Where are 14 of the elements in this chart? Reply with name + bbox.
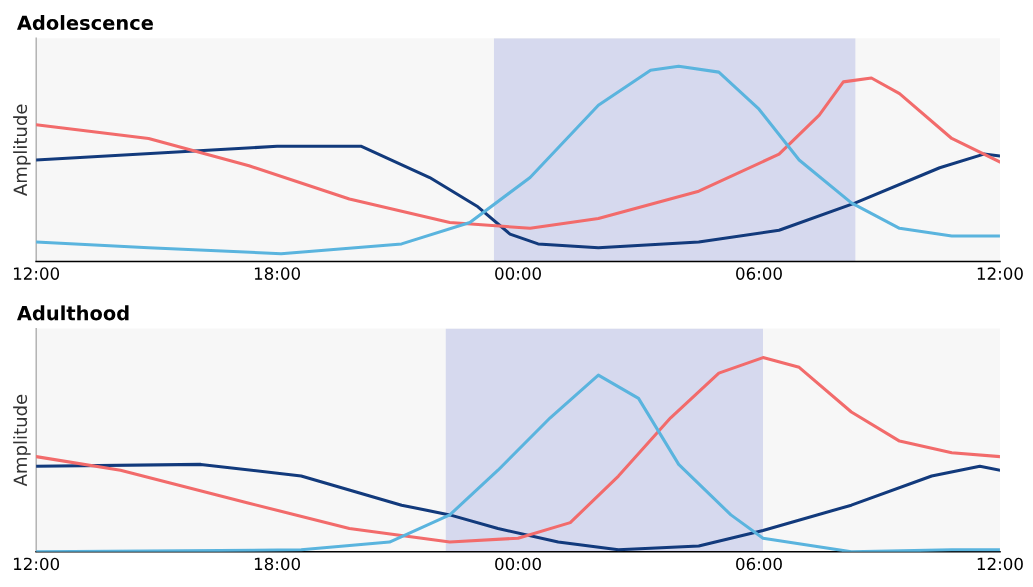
x-tick-label: 06:00 — [736, 267, 782, 280]
x-tick-label: 18:00 — [254, 557, 301, 571]
x-tick-label: 12:00 — [13, 267, 60, 280]
x-tick-label: 12:00 — [977, 557, 1023, 571]
chart-title: Adulthood — [16, 305, 129, 321]
x-tick-label: 12:00 — [977, 267, 1023, 280]
x-tick-label: 06:00 — [736, 557, 782, 571]
chart-title: Adolescence — [16, 15, 153, 31]
x-tick-label: 18:00 — [254, 267, 301, 280]
y-axis-title: Amplitude — [13, 104, 31, 196]
x-tick-label: 12:00 — [13, 557, 60, 571]
y-axis-title: Amplitude — [13, 394, 31, 487]
x-tick-label: 00:00 — [495, 557, 541, 571]
x-tick-label: 00:00 — [495, 267, 541, 280]
